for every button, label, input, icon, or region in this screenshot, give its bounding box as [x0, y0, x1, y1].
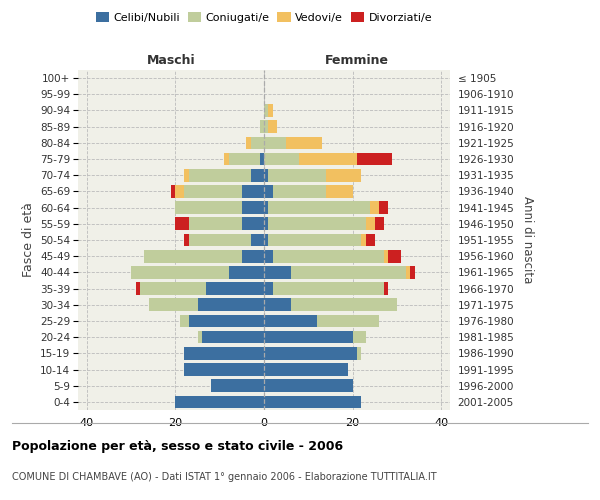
Bar: [149, 298, 197, 311]
Bar: [264, 250, 273, 262]
Bar: [264, 347, 357, 360]
Bar: [242, 218, 264, 230]
Bar: [175, 396, 264, 408]
Bar: [366, 234, 375, 246]
Bar: [264, 218, 268, 230]
Bar: [242, 185, 264, 198]
Bar: [175, 202, 242, 214]
Bar: [264, 234, 268, 246]
Bar: [264, 185, 273, 198]
Bar: [383, 282, 388, 295]
Bar: [370, 202, 379, 214]
Bar: [171, 185, 175, 198]
Bar: [264, 314, 317, 328]
Bar: [131, 266, 229, 278]
Bar: [273, 250, 383, 262]
Bar: [224, 152, 229, 166]
Bar: [361, 234, 366, 246]
Bar: [264, 120, 268, 133]
Bar: [242, 202, 264, 214]
Bar: [353, 331, 366, 344]
Bar: [140, 282, 206, 295]
Bar: [326, 185, 353, 198]
Bar: [184, 363, 264, 376]
Bar: [264, 152, 299, 166]
Bar: [202, 331, 264, 344]
Bar: [357, 347, 361, 360]
Bar: [264, 363, 348, 376]
Bar: [264, 331, 353, 344]
Bar: [273, 185, 326, 198]
Bar: [184, 347, 264, 360]
Bar: [242, 250, 264, 262]
Bar: [264, 298, 290, 311]
Bar: [264, 396, 361, 408]
Bar: [290, 266, 406, 278]
Bar: [264, 136, 286, 149]
Bar: [268, 202, 370, 214]
Bar: [206, 282, 264, 295]
Bar: [180, 314, 189, 328]
Bar: [268, 234, 361, 246]
Bar: [264, 266, 290, 278]
Bar: [375, 218, 383, 230]
Bar: [251, 234, 264, 246]
Bar: [229, 152, 260, 166]
Bar: [410, 266, 415, 278]
Bar: [246, 136, 251, 149]
Bar: [383, 250, 388, 262]
Bar: [136, 282, 140, 295]
Bar: [357, 152, 392, 166]
Bar: [366, 218, 375, 230]
Bar: [189, 169, 251, 181]
Bar: [189, 314, 264, 328]
Bar: [251, 136, 264, 149]
Bar: [184, 185, 242, 198]
Bar: [197, 298, 264, 311]
Bar: [264, 202, 268, 214]
Bar: [260, 120, 264, 133]
Bar: [264, 169, 268, 181]
Bar: [290, 298, 397, 311]
Bar: [264, 282, 273, 295]
Bar: [229, 266, 264, 278]
Y-axis label: Fasce di età: Fasce di età: [22, 202, 35, 278]
Bar: [388, 250, 401, 262]
Bar: [251, 169, 264, 181]
Bar: [326, 169, 361, 181]
Bar: [145, 250, 242, 262]
Text: Popolazione per età, sesso e stato civile - 2006: Popolazione per età, sesso e stato civil…: [12, 440, 343, 453]
Bar: [175, 218, 189, 230]
Bar: [175, 185, 184, 198]
Bar: [286, 136, 322, 149]
Bar: [184, 234, 189, 246]
Bar: [211, 380, 264, 392]
Y-axis label: Anni di nascita: Anni di nascita: [521, 196, 534, 284]
Bar: [189, 234, 251, 246]
Bar: [268, 104, 273, 117]
Bar: [189, 218, 242, 230]
Text: COMUNE DI CHAMBAVE (AO) - Dati ISTAT 1° gennaio 2006 - Elaborazione TUTTITALIA.I: COMUNE DI CHAMBAVE (AO) - Dati ISTAT 1° …: [12, 472, 437, 482]
Bar: [379, 202, 388, 214]
Text: Femmine: Femmine: [325, 54, 389, 67]
Bar: [268, 120, 277, 133]
Bar: [268, 218, 366, 230]
Bar: [406, 266, 410, 278]
Bar: [299, 152, 357, 166]
Bar: [264, 380, 353, 392]
Bar: [268, 169, 326, 181]
Legend: Celibi/Nubili, Coniugati/e, Vedovi/e, Divorziati/e: Celibi/Nubili, Coniugati/e, Vedovi/e, Di…: [91, 8, 437, 28]
Bar: [184, 169, 189, 181]
Bar: [273, 282, 383, 295]
Bar: [264, 104, 268, 117]
Text: Maschi: Maschi: [146, 54, 196, 67]
Bar: [317, 314, 379, 328]
Bar: [260, 152, 264, 166]
Bar: [197, 331, 202, 344]
